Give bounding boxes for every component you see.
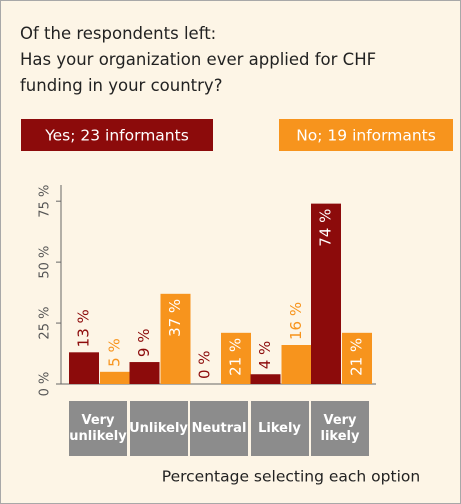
bar (250, 374, 281, 384)
bar (69, 352, 99, 384)
value-label: 5 % (106, 338, 124, 367)
value-label: 21 % (227, 338, 245, 376)
y-tick-label: 0 % (38, 372, 53, 397)
value-label: 13 % (75, 309, 93, 347)
bar (100, 371, 130, 384)
category-label: Likely (250, 401, 309, 456)
value-label: 4 % (256, 341, 274, 370)
legend-label: No; 19 informants (296, 127, 436, 145)
bar (342, 332, 372, 384)
bar (129, 362, 160, 384)
category-label: Very unlikely (69, 401, 127, 456)
y-tick-label: 75 % (38, 185, 53, 218)
legend-swatch (21, 119, 213, 151)
category-label: Unlikely (129, 401, 188, 456)
category-label: Very likely (311, 401, 369, 456)
x-axis-label: Percentage selecting each option (162, 468, 420, 486)
bar (281, 345, 312, 384)
value-label: 21 % (348, 338, 366, 376)
bar (160, 293, 191, 384)
value-label: 16 % (287, 302, 305, 340)
value-label: 9 % (135, 328, 153, 357)
y-tick-label: 25 % (38, 307, 53, 340)
category-label: Neutral (190, 401, 248, 456)
bar (221, 332, 251, 384)
chart-title: Of the respondents left: (20, 24, 217, 43)
legend-label: Yes; 23 informants (44, 127, 189, 145)
value-label: 0 % (196, 350, 214, 379)
value-label: 37 % (166, 299, 184, 337)
value-label: 74 % (317, 209, 335, 247)
chart-subtitle: Has your organization ever applied for C… (20, 50, 377, 95)
bar (311, 203, 341, 384)
legend-swatch (279, 119, 453, 151)
y-tick-label: 50 % (38, 246, 53, 279)
